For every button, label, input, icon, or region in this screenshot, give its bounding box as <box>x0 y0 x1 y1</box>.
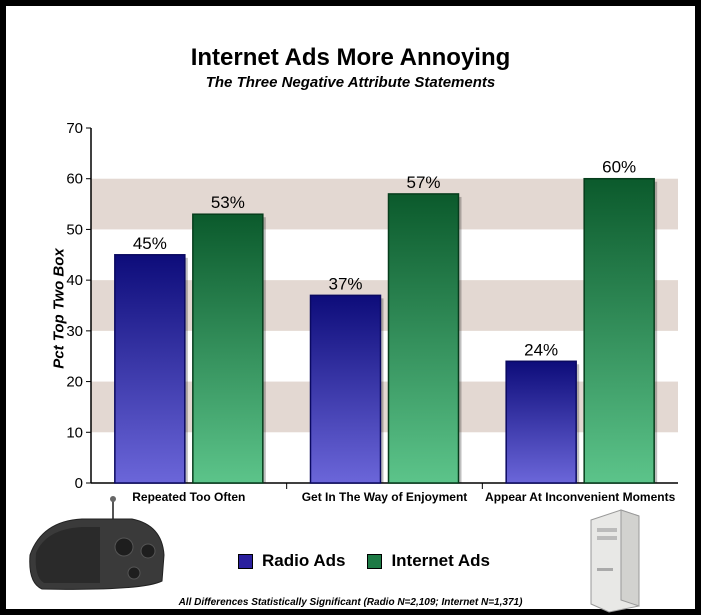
y-tick-label: 60 <box>66 171 83 188</box>
y-tick-label: 40 <box>66 272 83 289</box>
grid-band <box>91 280 678 331</box>
bar-radio <box>505 360 577 484</box>
y-tick-label: 20 <box>66 374 83 391</box>
bar-radio <box>114 254 186 484</box>
y-tick-label: 70 <box>66 120 83 137</box>
footnote: All Differences Statistically Significan… <box>178 597 523 608</box>
x-tick-label: Get In The Way of Enjoyment <box>302 490 468 504</box>
legend-swatch-radio <box>238 553 253 569</box>
chart-subtitle: The Three Negative Attribute Statements <box>205 74 496 91</box>
legend-item-radio: Radio Ads <box>238 551 345 571</box>
data-label: 53% <box>211 193 245 212</box>
computer-tower-icon <box>590 509 640 613</box>
bar-radio <box>309 294 382 484</box>
data-label: 57% <box>406 173 440 192</box>
data-label: 37% <box>328 274 362 293</box>
radio-icon <box>29 496 165 590</box>
grid-band <box>91 178 678 230</box>
y-tick-label: 50 <box>66 221 83 238</box>
legend: Radio Ads Internet Ads <box>238 551 512 571</box>
legend-swatch-internet <box>367 553 383 569</box>
data-label: 60% <box>602 158 636 177</box>
legend-item-internet: Internet Ads <box>367 551 490 571</box>
x-tick-label: Repeated Too Often <box>132 490 245 504</box>
data-label: 45% <box>133 234 167 253</box>
chart-title: Internet Ads More Annoying <box>190 44 511 71</box>
y-tick-label: 10 <box>66 424 83 441</box>
grid-band <box>91 381 678 433</box>
bar-internet <box>387 193 460 484</box>
legend-label-internet: Internet Ads <box>391 551 490 570</box>
legend-label-radio: Radio Ads <box>262 551 346 570</box>
data-label: 24% <box>524 340 558 359</box>
bar-internet <box>192 213 264 484</box>
y-tick-label: 0 <box>75 475 83 492</box>
y-tick-label: 30 <box>66 323 83 340</box>
x-tick-label: Appear At Inconvenient Moments <box>485 490 676 504</box>
bar-internet <box>583 177 655 484</box>
